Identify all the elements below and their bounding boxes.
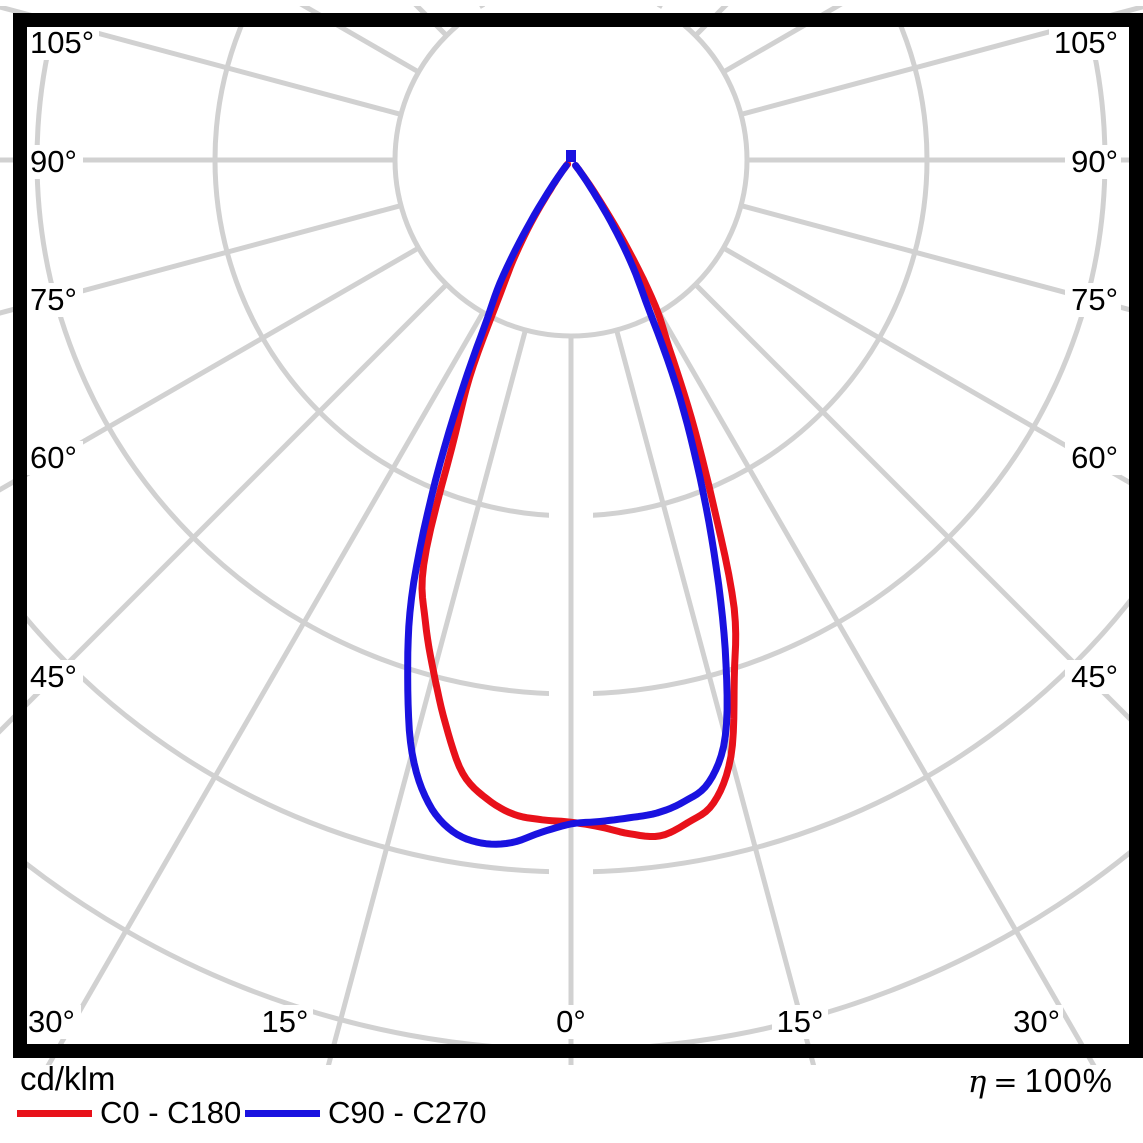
c90-apex-marker — [566, 150, 576, 162]
angle-label: 75° — [1071, 282, 1118, 317]
angle-label: 15° — [777, 1004, 824, 1039]
angle-label: 60° — [30, 440, 77, 475]
legend-swatch-c90-c270 — [245, 1109, 320, 1117]
eta-symbol: η — [967, 1064, 987, 1100]
angle-label: 90° — [30, 144, 77, 179]
angle-label-bg — [25, 1005, 81, 1039]
angle-label: 105° — [1054, 25, 1118, 60]
angle-label-bg — [1065, 660, 1121, 694]
grid-ray — [614, 329, 817, 1065]
angle-label-bg — [27, 660, 83, 694]
legend-swatch-c0-c180 — [17, 1109, 92, 1117]
eta-equals: = — [993, 1065, 1018, 1099]
grid-ray — [693, 282, 1143, 736]
grid-ray — [0, 203, 402, 316]
eta-value: 100% — [1024, 1062, 1113, 1099]
angle-label: 45° — [30, 659, 77, 694]
legend-label-c90-c270: C90 - C270 — [328, 1095, 487, 1130]
angle-label: 30° — [28, 1004, 75, 1039]
legend-label-c0-c180: C0 - C180 — [100, 1095, 242, 1130]
angle-label-bg — [551, 1005, 591, 1039]
chart-frame — [13, 13, 1143, 1058]
angle-label-bg — [27, 26, 99, 60]
efficiency-readout: η = 100% — [800, 1062, 1113, 1100]
angle-label-bg — [1065, 283, 1121, 317]
angle-label-bg — [1065, 441, 1121, 475]
angle-label: 90° — [1071, 144, 1118, 179]
grid-ray — [740, 203, 1143, 316]
curve-c90-c270 — [404, 162, 731, 848]
angle-labels: 105° 90° 75° 60° 45° 30° 15° 0° 15° 105° 90° 75° 60°… — [25, 25, 1121, 1039]
grid-ray — [0, 6, 402, 117]
grid-ray — [740, 6, 1143, 117]
grid-ray — [656, 311, 1097, 1065]
angle-label-bg — [1065, 145, 1121, 179]
grid-ray — [0, 245, 420, 493]
grid-ring — [392, 27, 750, 339]
curves — [404, 150, 740, 848]
grid-ray — [479, 6, 486, 9]
angle-label: 45° — [1071, 659, 1118, 694]
grid-ray — [325, 329, 528, 1065]
angle-label: 60° — [1071, 440, 1118, 475]
angle-label: 15° — [262, 1004, 309, 1039]
legend-item-c0-c180: C0 - C180 — [17, 1095, 242, 1130]
grid-ray — [722, 245, 1143, 494]
grid-ray — [656, 6, 663, 9]
angle-label: 75° — [30, 282, 77, 317]
angle-label-bg — [27, 283, 83, 317]
angle-label-bg — [772, 1005, 828, 1039]
angle-label-bg — [1049, 26, 1121, 60]
angle-label-bg — [27, 441, 83, 475]
angle-label: 30° — [1013, 1004, 1060, 1039]
angle-label: 105° — [30, 25, 94, 60]
angle-label-bg — [27, 145, 83, 179]
grid-ray — [45, 311, 486, 1065]
angle-label: 0° — [556, 1004, 586, 1039]
angle-label-bg — [1007, 1005, 1063, 1039]
unit-label: cd/klm — [20, 1060, 116, 1097]
angle-label-bg — [257, 1005, 313, 1039]
legend-item-c90-c270: C90 - C270 — [245, 1095, 487, 1130]
